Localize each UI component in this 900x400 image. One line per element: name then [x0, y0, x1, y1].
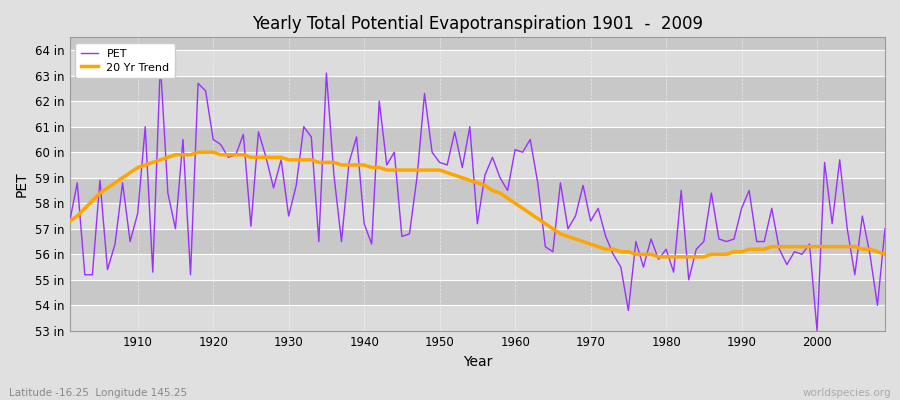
- PET: [298, 124, 309, 129]
- PET: [344, 160, 355, 165]
- 20 Yr Trend: [193, 150, 203, 155]
- Bar: [69, 254, 885, 280]
- Bar: [69, 280, 885, 305]
- Line: PET: PET: [69, 63, 885, 331]
- Bar: [69, 76, 885, 101]
- 20 Yr Trend: [608, 247, 618, 252]
- 20 Yr Trend: [879, 252, 890, 257]
- 20 Yr Trend: [125, 170, 136, 175]
- PET: [125, 239, 136, 244]
- Bar: [69, 178, 885, 203]
- Bar: [69, 127, 885, 152]
- Bar: [69, 24, 885, 50]
- 20 Yr Trend: [298, 158, 309, 162]
- 20 Yr Trend: [653, 254, 664, 259]
- Text: Latitude -16.25  Longitude 145.25: Latitude -16.25 Longitude 145.25: [9, 388, 187, 398]
- PET: [879, 226, 890, 231]
- 20 Yr Trend: [518, 206, 528, 211]
- Text: worldspecies.org: worldspecies.org: [803, 388, 891, 398]
- Bar: [69, 229, 885, 254]
- PET: [155, 60, 166, 65]
- X-axis label: Year: Year: [463, 355, 492, 369]
- PET: [518, 150, 528, 155]
- PET: [812, 328, 823, 333]
- Legend: PET, 20 Yr Trend: PET, 20 Yr Trend: [76, 43, 176, 78]
- 20 Yr Trend: [344, 162, 355, 167]
- 20 Yr Trend: [64, 219, 75, 224]
- Bar: [69, 152, 885, 178]
- Title: Yearly Total Potential Evapotranspiration 1901  -  2009: Yearly Total Potential Evapotranspiratio…: [252, 15, 703, 33]
- Bar: [69, 203, 885, 229]
- Line: 20 Yr Trend: 20 Yr Trend: [69, 152, 885, 257]
- 20 Yr Trend: [509, 201, 520, 206]
- Bar: [69, 305, 885, 331]
- PET: [509, 147, 520, 152]
- Y-axis label: PET: PET: [15, 171, 29, 197]
- PET: [64, 219, 75, 224]
- PET: [608, 252, 618, 257]
- Bar: [69, 101, 885, 127]
- Bar: [69, 50, 885, 76]
